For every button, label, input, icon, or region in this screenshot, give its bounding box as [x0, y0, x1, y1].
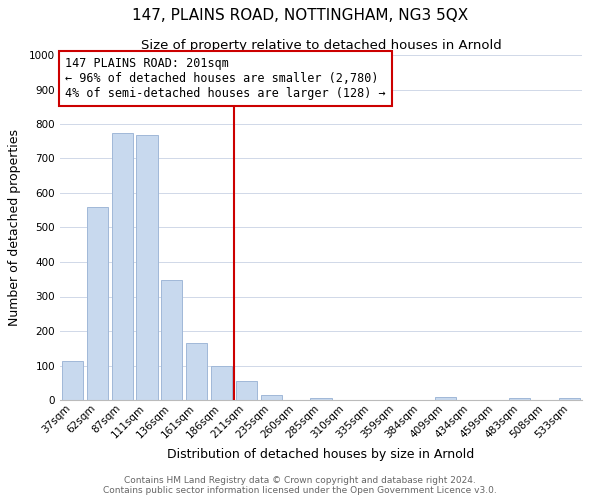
Bar [211, 366, 232, 400]
Bar [136, 135, 158, 400]
Bar [236, 381, 257, 400]
Text: 147, PLAINS ROAD, NOTTINGHAM, NG3 5QX: 147, PLAINS ROAD, NOTTINGHAM, NG3 5QX [132, 8, 468, 22]
Text: 147 PLAINS ROAD: 201sqm
← 96% of detached houses are smaller (2,780)
4% of semi-: 147 PLAINS ROAD: 201sqm ← 96% of detache… [65, 56, 386, 100]
Bar [435, 396, 456, 400]
Title: Size of property relative to detached houses in Arnold: Size of property relative to detached ho… [140, 40, 502, 52]
Bar [62, 361, 83, 400]
Text: Contains HM Land Registry data © Crown copyright and database right 2024.
Contai: Contains HM Land Registry data © Crown c… [103, 476, 497, 495]
Bar [87, 207, 108, 400]
Y-axis label: Number of detached properties: Number of detached properties [8, 129, 20, 326]
Bar [509, 398, 530, 400]
Bar [261, 395, 282, 400]
Bar [186, 343, 207, 400]
Bar [559, 398, 580, 400]
X-axis label: Distribution of detached houses by size in Arnold: Distribution of detached houses by size … [167, 448, 475, 461]
Bar [161, 280, 182, 400]
Bar [112, 132, 133, 400]
Bar [310, 398, 332, 400]
